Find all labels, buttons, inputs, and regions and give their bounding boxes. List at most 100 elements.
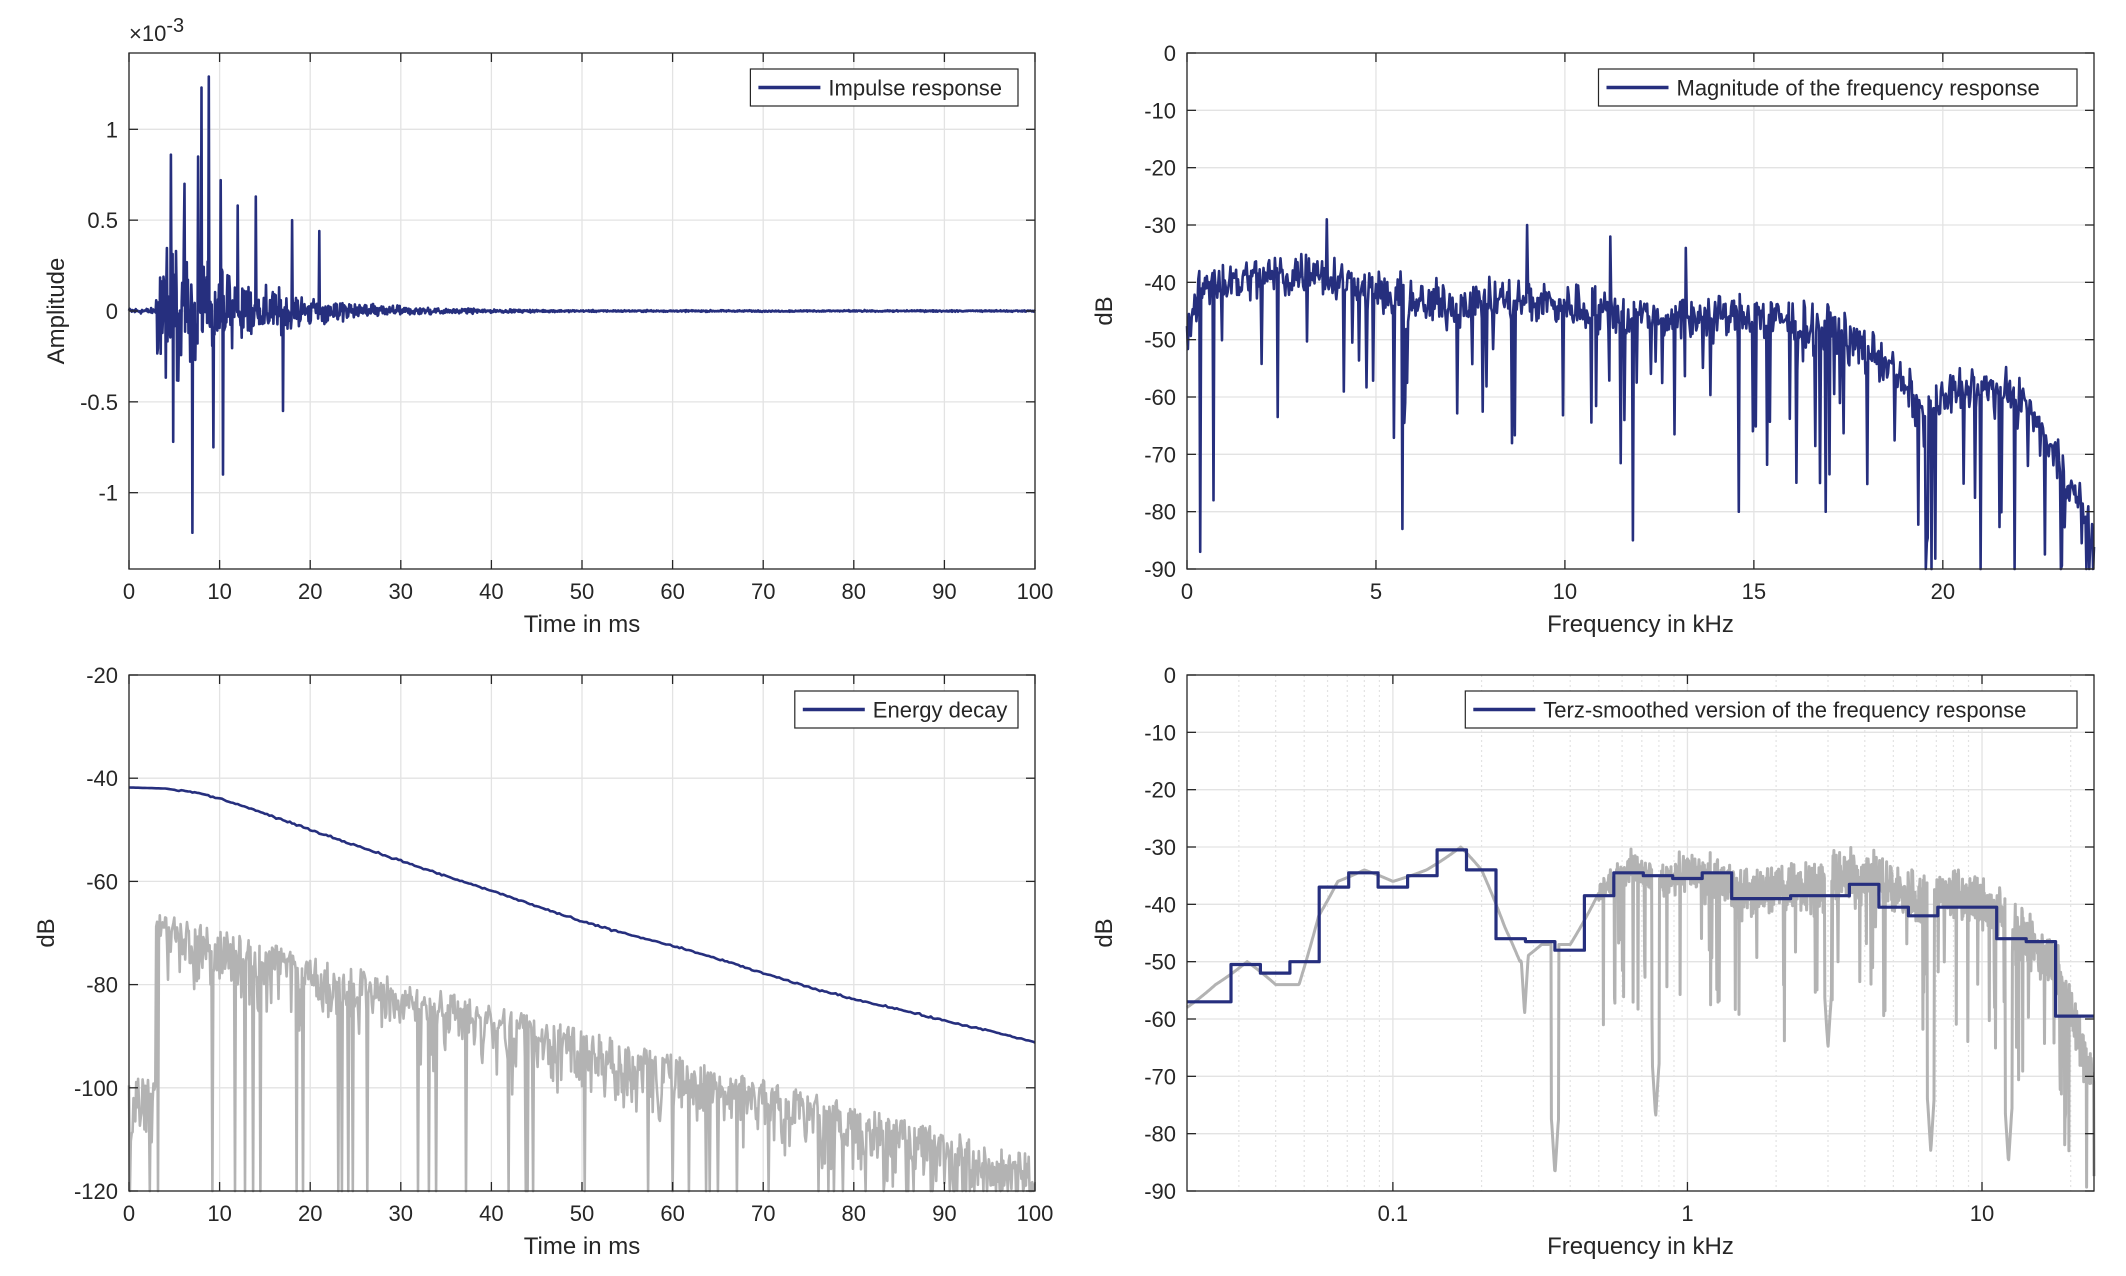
energy-raw-line [127, 914, 1036, 1193]
y-tick-label: 0.5 [87, 208, 118, 233]
x-tick-label: 40 [479, 579, 503, 604]
y-tick-label: -30 [1144, 213, 1176, 238]
x-tick-label: 70 [751, 579, 775, 604]
x-ticks: 0 10 20 30 40 50 60 70 80 90 100 [123, 53, 1053, 604]
legend-label: Magnitude of the frequency response [1677, 76, 2040, 101]
y-tick-label: 0 [1164, 663, 1176, 688]
subplot-terz: 0.1 1 10 0 -10 -20 -30 -40 -50 -60 -70 -80 -90 Freque… [1091, 663, 2096, 1260]
series-terz-smoothed [1187, 848, 2094, 1018]
x-tick-label: 30 [389, 1201, 413, 1226]
x-tick-label: 100 [1017, 579, 1054, 604]
x-tick-label: 50 [570, 579, 594, 604]
axes-box [1186, 52, 2095, 570]
x-tick-label: 15 [1742, 579, 1766, 604]
y-tick-label: -120 [74, 1179, 118, 1204]
x-tick-label: 60 [660, 579, 684, 604]
series-terz-raw [1185, 845, 2096, 1189]
series-energy-decay [128, 786, 1036, 1044]
grid [128, 674, 1036, 1192]
y-axis-label: Amplitude [43, 258, 70, 365]
x-tick-label: 70 [751, 1201, 775, 1226]
minor-grid [1238, 675, 2072, 1191]
exponent-power: -3 [166, 15, 184, 37]
legend: Energy decay [794, 690, 1019, 729]
y-tick-label: -90 [1144, 1179, 1176, 1204]
x-tick-label: 40 [479, 1201, 503, 1226]
subplot-impulse: ×10-3 0 10 20 30 40 50 60 70 80 90 100 -1 -0.5 0 0.5 1 Ti… [43, 15, 1053, 638]
y-tick-label: -50 [1144, 328, 1176, 353]
legend-label: Impulse response [828, 76, 1002, 101]
y-tick-label: 0 [106, 299, 118, 324]
x-tick-label: 20 [298, 1201, 322, 1226]
y-ticks: 0 -10 -20 -30 -40 -50 -60 -70 -80 -90 [1144, 41, 2094, 582]
series-energy-raw [127, 914, 1036, 1193]
x-ticks: 0 5 10 15 20 [1181, 53, 1955, 604]
x-tick-label: 10 [207, 579, 231, 604]
y-tick-label: -70 [1144, 1064, 1176, 1089]
x-tick-label: 0 [123, 1201, 135, 1226]
x-tick-label: 80 [842, 579, 866, 604]
y-ticks: -1 -0.5 0 0.5 1 [80, 117, 1035, 506]
exponent-base: ×10 [129, 21, 166, 46]
y-axis-label: dB [1091, 296, 1118, 325]
y-tick-label: -20 [86, 663, 118, 688]
x-tick-label: 60 [660, 1201, 684, 1226]
legend: Magnitude of the frequency response [1597, 68, 2078, 107]
x-tick-label: 20 [298, 579, 322, 604]
y-tick-label: -10 [1144, 720, 1176, 745]
x-tick-label: 30 [389, 579, 413, 604]
series-impulse [127, 75, 1036, 534]
x-tick-label: 10 [207, 1201, 231, 1226]
x-tick-label: 10 [1970, 1201, 1994, 1226]
x-axis-label: Frequency in kHz [1547, 611, 1734, 638]
y-tick-label: -60 [86, 869, 118, 894]
legend: Terz-smoothed version of the frequency r… [1464, 690, 2078, 729]
x-tick-label: 90 [932, 1201, 956, 1226]
terz-raw-line [1185, 845, 2096, 1189]
x-tick-label: 80 [842, 1201, 866, 1226]
y-tick-label: -20 [1144, 156, 1176, 181]
y-tick-label: -50 [1144, 950, 1176, 975]
y-tick-label: -90 [1144, 557, 1176, 582]
legend-label: Energy decay [873, 698, 1008, 723]
terz-smoothed-line [1187, 848, 2094, 1018]
y-tick-label: -30 [1144, 835, 1176, 860]
y-tick-label: -0.5 [80, 390, 118, 415]
y-tick-label: 0 [1164, 41, 1176, 66]
x-ticks: 0.1 1 10 [1378, 675, 1994, 1226]
y-tick-label: -1 [98, 481, 118, 506]
axes-box [1186, 674, 2095, 1192]
y-axis-label: dB [1091, 918, 1118, 947]
y-ticks: -20 -40 -60 -80 -100 -120 [74, 663, 1035, 1204]
x-ticks: 0 10 20 30 40 50 60 70 80 90 100 [123, 675, 1053, 1226]
y-tick-label: -10 [1144, 98, 1176, 123]
subplot-magnitude: 0 5 10 15 20 0 -10 -20 -30 -40 -50 -60 -70 -80 -90 Freq… [1091, 41, 2096, 638]
y-tick-label: -70 [1144, 442, 1176, 467]
subplot-energy: 0 10 20 30 40 50 60 70 80 90 100 -20 -40 -60 -80 -100 -1… [33, 663, 1053, 1260]
y-tick-label: 1 [106, 117, 118, 142]
x-tick-label: 50 [570, 1201, 594, 1226]
magnitude-line [1185, 218, 2096, 571]
energy-decay-line [128, 786, 1036, 1044]
y-tick-label: -40 [1144, 892, 1176, 917]
y-ticks: 0 -10 -20 -30 -40 -50 -60 -70 -80 -90 [1144, 663, 2094, 1204]
x-axis-label: Time in ms [524, 611, 640, 638]
x-tick-label: 0 [1181, 579, 1193, 604]
x-tick-label: 1 [1681, 1201, 1693, 1226]
impulse-line [127, 75, 1036, 534]
series-magnitude [1185, 218, 2096, 571]
y-tick-label: -20 [1144, 778, 1176, 803]
x-tick-label: 0.1 [1378, 1201, 1409, 1226]
legend-box [1464, 690, 2078, 729]
y-tick-label: -40 [1144, 270, 1176, 295]
x-tick-label: 90 [932, 579, 956, 604]
y-tick-label: -80 [86, 973, 118, 998]
y-tick-label: -80 [1144, 500, 1176, 525]
y-tick-label: -60 [1144, 385, 1176, 410]
y-exponent-label: ×10-3 [129, 15, 184, 46]
y-axis-label: dB [33, 918, 60, 947]
legend: Impulse response [749, 68, 1019, 107]
x-tick-label: 100 [1017, 1201, 1054, 1226]
y-tick-label: -80 [1144, 1122, 1176, 1147]
